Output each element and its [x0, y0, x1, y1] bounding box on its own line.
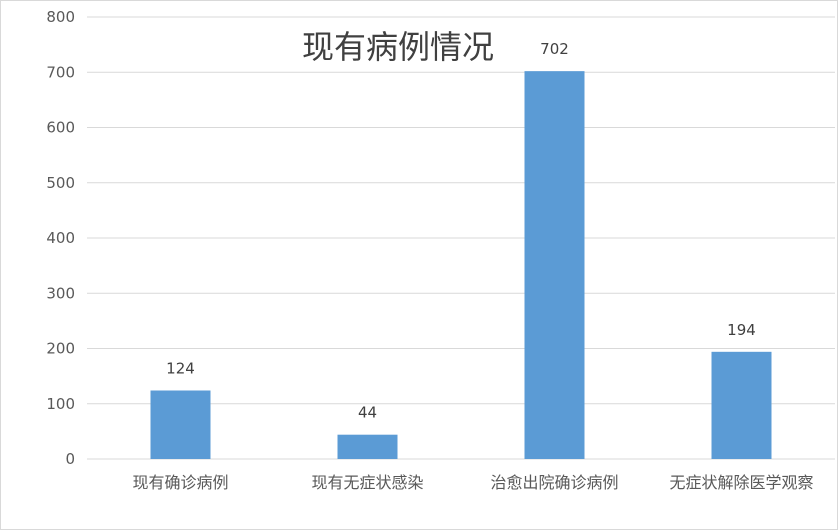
y-tick-label-800: 800: [46, 8, 75, 26]
y-tick-label-0: 0: [65, 450, 75, 468]
x-category-label-3: 无症状解除医学观察: [669, 473, 813, 492]
data-label-2: 702: [540, 40, 569, 58]
bar-2: [524, 71, 585, 460]
gridlines: [87, 16, 835, 460]
y-tick-label-700: 700: [46, 63, 75, 81]
bar-0: [150, 390, 211, 459]
data-label-3: 194: [727, 321, 756, 339]
chart-title: 现有病例情况: [302, 28, 494, 66]
data-labels: 124 44 702 194: [166, 40, 756, 422]
y-tick-label-300: 300: [46, 284, 75, 302]
bar-1: [337, 434, 398, 459]
y-tick-label-100: 100: [46, 395, 75, 413]
bars: [150, 71, 772, 460]
y-tick-label-400: 400: [46, 229, 75, 247]
x-axis-categories: 现有确诊病例 现有无症状感染 治愈出院确诊病例 无症状解除医学观察: [132, 473, 813, 492]
bar-3: [711, 351, 772, 459]
data-label-1: 44: [358, 404, 377, 422]
x-category-label-1: 现有无症状感染: [311, 473, 423, 492]
x-category-label-2: 治愈出院确诊病例: [490, 473, 618, 492]
y-tick-label-600: 600: [46, 119, 75, 137]
y-tick-label-200: 200: [46, 340, 75, 358]
y-axis-ticks: 0 100 200 300 400 500 600 700 800: [46, 8, 75, 468]
data-label-0: 124: [166, 359, 195, 377]
x-category-label-0: 现有确诊病例: [132, 473, 228, 492]
y-tick-label-500: 500: [46, 174, 75, 192]
